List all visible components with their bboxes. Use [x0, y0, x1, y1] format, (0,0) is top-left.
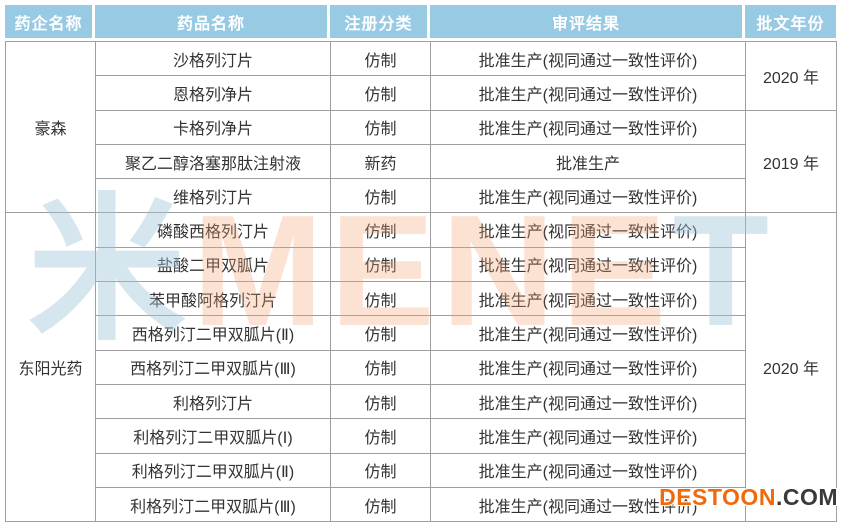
- result-cell: 批准生产(视同通过一致性评价): [430, 486, 746, 523]
- table-row: 维格列汀片 仿制 批准生产(视同通过一致性评价): [6, 178, 837, 214]
- table-row: 苯甲酸阿格列汀片 仿制 批准生产(视同通过一致性评价): [6, 281, 837, 317]
- header-approval-year: 批文年份: [745, 5, 836, 38]
- result-cell: 批准生产(视同通过一致性评价): [430, 349, 746, 385]
- result-cell: 批准生产(视同通过一致性评价): [430, 75, 746, 111]
- category-cell: 仿制: [330, 418, 431, 454]
- drug-name-cell: 卡格列净片: [95, 109, 331, 145]
- category-cell: 仿制: [330, 40, 431, 77]
- result-cell: 批准生产(视同通过一致性评价): [430, 315, 746, 351]
- table-row: 盐酸二甲双胍片 仿制 批准生产(视同通过一致性评价): [6, 246, 837, 283]
- header-review-result: 审评结果: [430, 5, 742, 38]
- table-row: 东阳光药 磷酸西格列汀片 仿制 批准生产(视同通过一致性评价) 2020 年: [5, 212, 837, 523]
- table-row: 利格列汀二甲双胍片(Ⅰ) 仿制 批准生产(视同通过一致性评价): [6, 418, 837, 454]
- category-cell: 仿制: [330, 212, 431, 248]
- table-row: 利格列汀二甲双胍片(Ⅱ) 仿制 批准生产(视同通过一致性评价): [6, 452, 837, 488]
- table-row: 卡格列净片 仿制 批准生产(视同通过一致性评价) 2019 年: [6, 109, 837, 214]
- drug-name-cell: 盐酸二甲双胍片: [95, 246, 331, 283]
- result-cell: 批准生产(视同通过一致性评价): [430, 246, 746, 283]
- approval-table: 豪森 沙格列汀片 仿制 批准生产(视同通过一致性评价) 2020 年 恩格列净片…: [5, 40, 837, 523]
- result-cell: 批准生产: [430, 143, 746, 180]
- result-cell: 批准生产(视同通过一致性评价): [430, 178, 746, 214]
- year-cell: 2020 年: [745, 212, 837, 523]
- result-cell: 批准生产(视同通过一致性评价): [430, 109, 746, 145]
- category-cell: 仿制: [330, 315, 431, 351]
- drug-name-cell: 利格列汀片: [95, 383, 331, 420]
- drug-name-cell: 维格列汀片: [95, 178, 331, 214]
- result-cell: 批准生产(视同通过一致性评价): [430, 418, 746, 454]
- drug-name-cell: 苯甲酸阿格列汀片: [95, 281, 331, 317]
- header-registration-class: 注册分类: [330, 5, 427, 38]
- drug-name-cell: 沙格列汀片: [95, 40, 331, 77]
- result-cell: 批准生产(视同通过一致性评价): [430, 281, 746, 317]
- table-row: 西格列汀二甲双胍片(Ⅱ) 仿制 批准生产(视同通过一致性评价): [6, 315, 837, 351]
- drug-name-cell: 利格列汀二甲双胍片(Ⅰ): [95, 418, 331, 454]
- table-row: 豪森 沙格列汀片 仿制 批准生产(视同通过一致性评价) 2020 年: [5, 40, 837, 214]
- drug-name-cell: 聚乙二醇洛塞那肽注射液: [95, 143, 331, 180]
- category-cell: 仿制: [330, 281, 431, 317]
- drug-name-cell: 恩格列净片: [95, 75, 331, 111]
- drug-name-cell: 西格列汀二甲双胍片(Ⅱ): [95, 315, 331, 351]
- result-cell: 批准生产(视同通过一致性评价): [430, 212, 746, 248]
- header-drug-name: 药品名称: [95, 5, 327, 38]
- company-cell: 东阳光药: [5, 212, 96, 523]
- table-row: 恩格列净片 仿制 批准生产(视同通过一致性评价): [6, 75, 837, 111]
- header-company: 药企名称: [5, 5, 92, 38]
- drug-name-cell: 磷酸西格列汀片: [95, 212, 331, 248]
- table-header: 药企名称 药品名称 注册分类 审评结果 批文年份: [5, 5, 836, 38]
- category-cell: 仿制: [330, 109, 431, 145]
- table-row: 利格列汀片 仿制 批准生产(视同通过一致性评价): [6, 383, 837, 420]
- category-cell: 仿制: [330, 486, 431, 523]
- drug-name-cell: 利格列汀二甲双胍片(Ⅱ): [95, 452, 331, 488]
- category-cell: 仿制: [330, 246, 431, 283]
- table-row: 聚乙二醇洛塞那肽注射液 新药 批准生产: [6, 143, 837, 180]
- table-row: 利格列汀二甲双胍片(Ⅲ) 仿制 批准生产(视同通过一致性评价): [6, 486, 837, 523]
- category-cell: 仿制: [330, 383, 431, 420]
- category-cell: 仿制: [330, 178, 431, 214]
- category-cell: 仿制: [330, 349, 431, 385]
- category-cell: 仿制: [330, 452, 431, 488]
- table-row: 西格列汀二甲双胍片(Ⅲ) 仿制 批准生产(视同通过一致性评价): [6, 349, 837, 385]
- category-cell: 仿制: [330, 75, 431, 111]
- result-cell: 批准生产(视同通过一致性评价): [430, 452, 746, 488]
- drug-name-cell: 利格列汀二甲双胍片(Ⅲ): [95, 486, 331, 523]
- drug-name-cell: 西格列汀二甲双胍片(Ⅲ): [95, 349, 331, 385]
- result-cell: 批准生产(视同通过一致性评价): [430, 383, 746, 420]
- company-cell: 豪森: [5, 40, 96, 214]
- result-cell: 批准生产(视同通过一致性评价): [430, 40, 746, 77]
- year-cell: 2019 年: [745, 109, 837, 214]
- year-cell: 2020 年: [745, 41, 837, 111]
- category-cell: 新药: [330, 143, 431, 180]
